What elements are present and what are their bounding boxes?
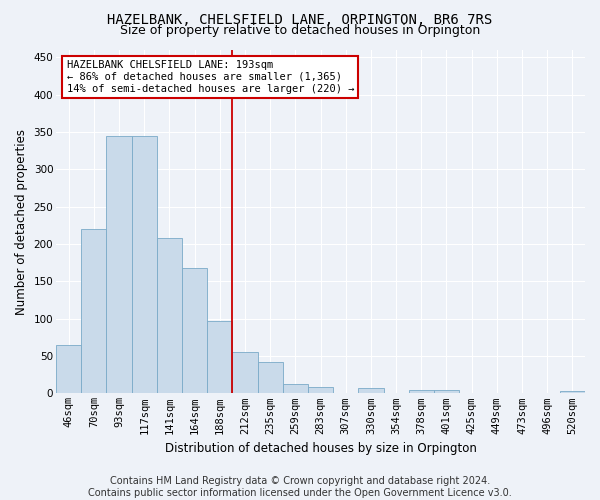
Bar	[157, 238, 182, 394]
Bar	[257, 362, 283, 394]
Bar	[182, 268, 207, 394]
Bar	[409, 390, 434, 394]
Bar	[283, 384, 308, 394]
Bar	[308, 388, 333, 394]
Bar	[131, 136, 157, 394]
X-axis label: Distribution of detached houses by size in Orpington: Distribution of detached houses by size …	[164, 442, 476, 455]
Bar	[106, 136, 131, 394]
Bar	[56, 345, 81, 394]
Text: Contains HM Land Registry data © Crown copyright and database right 2024.
Contai: Contains HM Land Registry data © Crown c…	[88, 476, 512, 498]
Bar	[207, 321, 232, 394]
Y-axis label: Number of detached properties: Number of detached properties	[15, 128, 28, 314]
Text: HAZELBANK CHELSFIELD LANE: 193sqm
← 86% of detached houses are smaller (1,365)
1: HAZELBANK CHELSFIELD LANE: 193sqm ← 86% …	[67, 60, 354, 94]
Bar	[232, 352, 257, 394]
Bar	[81, 229, 106, 394]
Bar	[434, 390, 459, 394]
Text: HAZELBANK, CHELSFIELD LANE, ORPINGTON, BR6 7RS: HAZELBANK, CHELSFIELD LANE, ORPINGTON, B…	[107, 12, 493, 26]
Text: Size of property relative to detached houses in Orpington: Size of property relative to detached ho…	[120, 24, 480, 37]
Bar	[560, 391, 585, 394]
Bar	[358, 388, 383, 394]
